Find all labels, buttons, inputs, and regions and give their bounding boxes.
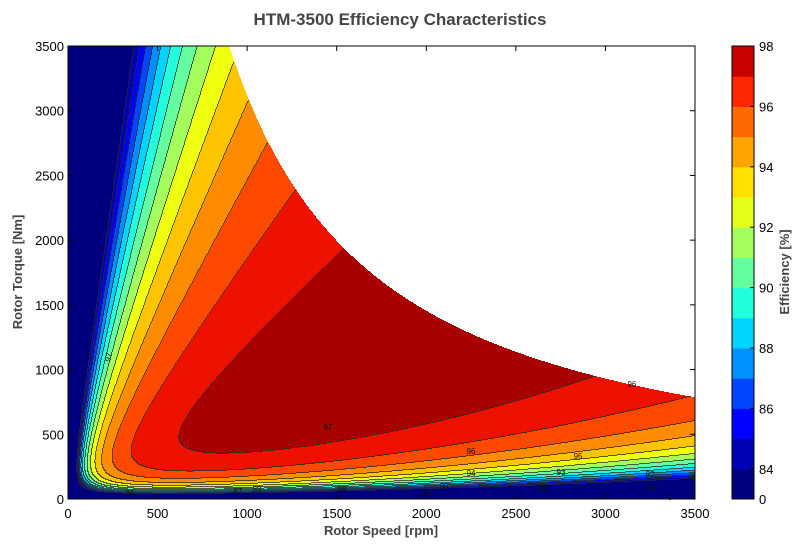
y-tick-label: 0	[57, 492, 64, 507]
colorbar-swatch-87	[732, 348, 754, 379]
y-tick-label: 1500	[35, 298, 64, 313]
contour-label: 90	[440, 482, 449, 491]
colorbar-tick-label: 0	[759, 492, 766, 507]
contour-label: 85	[539, 485, 548, 494]
x-axis-label: Rotor Speed [rpm]	[324, 523, 438, 538]
contour-label: 88	[338, 485, 347, 494]
colorbar-tick-label: 98	[759, 39, 773, 54]
colorbar-swatch-95	[732, 106, 754, 138]
x-tick-label: 3000	[591, 506, 620, 521]
colorbar-tick-label: 94	[759, 160, 773, 175]
y-axis-label: Rotor Torque [Nm]	[10, 215, 25, 330]
colorbar-swatch-97	[732, 46, 754, 77]
colorbar-tick-label: 96	[759, 99, 773, 114]
y-tick-label: 500	[42, 427, 64, 442]
colorbar-swatch-90	[732, 257, 754, 289]
colorbar-swatch-86	[732, 378, 754, 409]
colorbar-swatch-94	[732, 136, 754, 168]
x-tick-label: 1000	[233, 506, 262, 521]
contour-label: 93	[557, 468, 566, 477]
chart-title: HTM-3500 Efficiency Characteristics	[254, 10, 547, 29]
colorbar-tick-label: 86	[759, 401, 773, 416]
contour-band-97-98	[179, 249, 595, 454]
y-tick-label: 3500	[35, 39, 64, 54]
plot-frame	[67, 45, 696, 500]
x-axis-ticks: 0 500 1000 1500 2000 2500 3000 3500	[64, 46, 709, 521]
contour-label: 97	[103, 351, 114, 362]
contour-label: 92	[646, 470, 655, 479]
contour-label: 94	[467, 469, 476, 478]
contour-label: 96	[467, 447, 476, 456]
contour-label: 86	[126, 489, 135, 498]
y-axis-ticks: 0 500 1000 1500 2000 2500 3000 3500	[35, 39, 695, 507]
colorbar-swatch-88	[732, 317, 754, 349]
contour-label: 96	[627, 380, 636, 389]
x-tick-label: 0	[64, 506, 71, 521]
y-tick-label: 2500	[35, 168, 64, 183]
colorbar: 0 84 86 88 90 92 94 96 98	[731, 39, 773, 507]
colorbar-tick-label: 92	[759, 220, 773, 235]
y-tick-label: 3000	[35, 104, 64, 119]
y-tick-label: 1000	[35, 363, 64, 378]
contour-label: 84	[647, 484, 656, 493]
colorbar-swatch-0	[732, 468, 754, 500]
contour-label: 89	[253, 485, 262, 494]
contour-label: 83	[423, 489, 432, 498]
contour-labels: 97 96 97 96 95 94 93 92 90 88 87 89 86 83 85 84 0	[103, 351, 673, 502]
colorbar-swatch-84	[732, 438, 754, 470]
x-tick-label: 2500	[501, 506, 530, 521]
colorbar-frame	[731, 45, 755, 500]
colorbar-tick-label: 84	[759, 462, 773, 477]
x-tick-label: 2000	[412, 506, 441, 521]
contour-label: 0	[668, 493, 673, 502]
colorbar-swatch-89	[732, 287, 754, 319]
colorbar-swatch-85	[732, 408, 754, 440]
contour-band-86-87	[79, 46, 695, 493]
x-tick-label: 1500	[322, 506, 351, 521]
x-tick-label: 500	[147, 506, 169, 521]
colorbar-swatch-93	[732, 166, 754, 198]
colorbar-swatch-96	[732, 76, 754, 107]
contour-band-95-96	[113, 143, 695, 479]
contour-label: 87	[234, 487, 243, 496]
colorbar-label: Efficiency [%]	[777, 229, 792, 314]
contour-label: 95	[574, 452, 583, 461]
contour-label: 97	[323, 423, 332, 432]
x-tick-label: 3500	[681, 506, 710, 521]
contour-band-96-97	[132, 190, 691, 472]
colorbar-swatch-91	[732, 227, 754, 258]
colorbar-tick-label: 90	[759, 281, 773, 296]
colorbar-tick-label: 88	[759, 341, 773, 356]
y-tick-label: 2000	[35, 233, 64, 248]
colorbar-swatch-92	[732, 197, 754, 228]
